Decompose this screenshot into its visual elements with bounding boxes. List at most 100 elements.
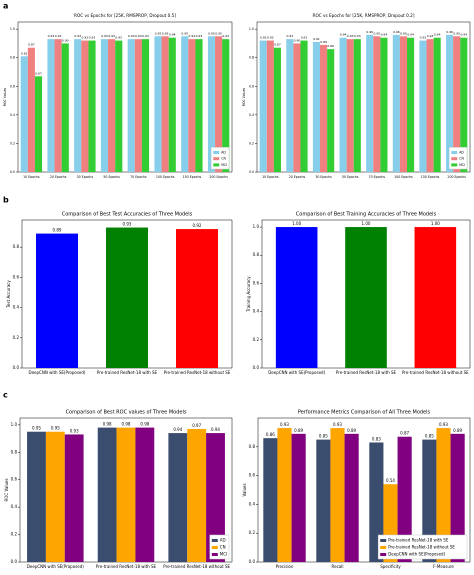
value-label: 0.83 [372, 436, 381, 441]
y-tick-label: 0.6 [11, 477, 18, 482]
value-label: 0.93 [347, 34, 354, 38]
x-tick-label: Pre-trained ResNet-18 without SE [163, 564, 230, 569]
y-tick-label: 0.8 [249, 444, 256, 449]
bar [168, 433, 188, 562]
bar [108, 39, 116, 173]
value-label: 0.92 [301, 36, 308, 40]
y-tick-label: 0.0 [11, 559, 18, 564]
value-label: 0.94 [340, 33, 347, 37]
y-tick-label: 0.4 [249, 501, 256, 506]
value-label: 0.96 [366, 30, 373, 34]
value-label: 0.92 [89, 36, 96, 40]
panel-label: b [3, 196, 9, 205]
x-tick-label: 20 Epochs [289, 175, 306, 179]
value-label: 0.96 [393, 30, 400, 34]
bar [176, 229, 218, 368]
x-tick-label: 70 Epochs [130, 175, 147, 179]
y-tick-label: 0.8 [13, 244, 20, 249]
bar [422, 439, 437, 562]
chart-title: ROC vs Epochs for [25K, RMSPROP, Dropout… [74, 13, 176, 18]
chart-title: ROC vs Epochs for [25K, RMSPROP, Dropout… [313, 13, 415, 18]
x-tick-label: DeepCNN with SE(Proposed) [268, 370, 325, 375]
bar [392, 34, 400, 172]
value-label: 0.54 [386, 478, 395, 483]
value-label: 0.95 [208, 31, 215, 35]
y-tick-label: 0.2 [13, 335, 20, 340]
value-label: 0.95 [51, 426, 60, 431]
value-label: 0.89 [347, 428, 356, 433]
plot-area [256, 21, 471, 173]
legend-swatch [211, 553, 218, 556]
bar [115, 40, 123, 173]
y-tick-label: 0.4 [11, 504, 18, 509]
value-label: 1.00 [362, 221, 371, 226]
bar [273, 47, 281, 172]
bar [259, 40, 267, 173]
bar [300, 40, 308, 173]
y-tick-label: 1.0 [11, 422, 18, 427]
bar [339, 37, 347, 172]
y-tick-label: 0.0 [13, 365, 20, 370]
value-label: 0.98 [103, 422, 112, 427]
y-tick-label: 1.0 [249, 27, 254, 31]
legend-swatch [213, 157, 220, 161]
value-label: 0.93 [286, 34, 293, 38]
value-label: 0.93 [135, 34, 142, 38]
bar [344, 433, 359, 562]
plot-area [17, 21, 233, 173]
value-label: 0.93 [108, 34, 115, 38]
bar [45, 431, 65, 562]
x-tick-label: 50 Epochs [103, 175, 120, 179]
bar [369, 442, 384, 562]
value-label: 0.89 [53, 228, 62, 233]
value-label: 0.85 [425, 434, 434, 439]
value-label: 0.89 [320, 40, 327, 44]
x-tick-label: Pre-trained ResNet-18 with SE [96, 564, 157, 569]
y-axis-label: Test Accuracy [6, 280, 11, 309]
bar [74, 39, 82, 173]
legend-label: Pre-trained ResNet-18 without SE [388, 545, 455, 550]
value-label: 0.95 [400, 31, 407, 35]
value-label: 0.90 [62, 38, 69, 42]
value-label: 0.90 [294, 38, 301, 42]
x-tick-label: 200 Epochs [447, 175, 466, 179]
bar [27, 47, 35, 172]
bar [436, 428, 451, 562]
bar [188, 39, 196, 173]
value-label: 0.95 [215, 31, 222, 35]
bar [450, 433, 465, 562]
value-label: 0.89 [294, 428, 303, 433]
bar [320, 44, 328, 172]
bar [433, 37, 441, 172]
value-label: 0.87 [274, 43, 281, 47]
value-label: 0.86 [266, 432, 275, 437]
bar [293, 43, 301, 172]
bar [195, 39, 203, 173]
y-tick-label: 0.2 [11, 532, 18, 537]
x-tick-label: 200 Epochs [209, 175, 228, 179]
legend-label: MCI [221, 163, 227, 167]
plot-area [257, 417, 471, 563]
bar [275, 227, 318, 368]
x-tick-label: 100 Epochs [394, 175, 413, 179]
chart-title: Comparison of Best ROC values of Three M… [66, 410, 187, 416]
legend-label: AD [459, 151, 464, 155]
bar [154, 36, 162, 173]
y-axis-label: Training Accuracy [246, 276, 251, 313]
value-label: 0.93 [74, 34, 81, 38]
value-label: 0.92 [115, 36, 122, 40]
bar [346, 39, 354, 173]
y-axis-label: Values [242, 483, 247, 496]
x-tick-label: Specificity [380, 564, 401, 569]
bar [36, 233, 78, 368]
x-tick-label: Pre-trained ResNet-18 with SE [97, 370, 158, 375]
value-label: 0.94 [434, 33, 441, 37]
x-tick-label: Pre-trained ResNet-18 without SE [402, 370, 469, 375]
bar [277, 428, 292, 562]
bar [312, 42, 321, 172]
legend-label: MCI [459, 163, 465, 167]
legend-label: AD [221, 151, 226, 155]
value-label: 0.93 [280, 422, 289, 427]
y-tick-label: 1.0 [10, 27, 15, 31]
